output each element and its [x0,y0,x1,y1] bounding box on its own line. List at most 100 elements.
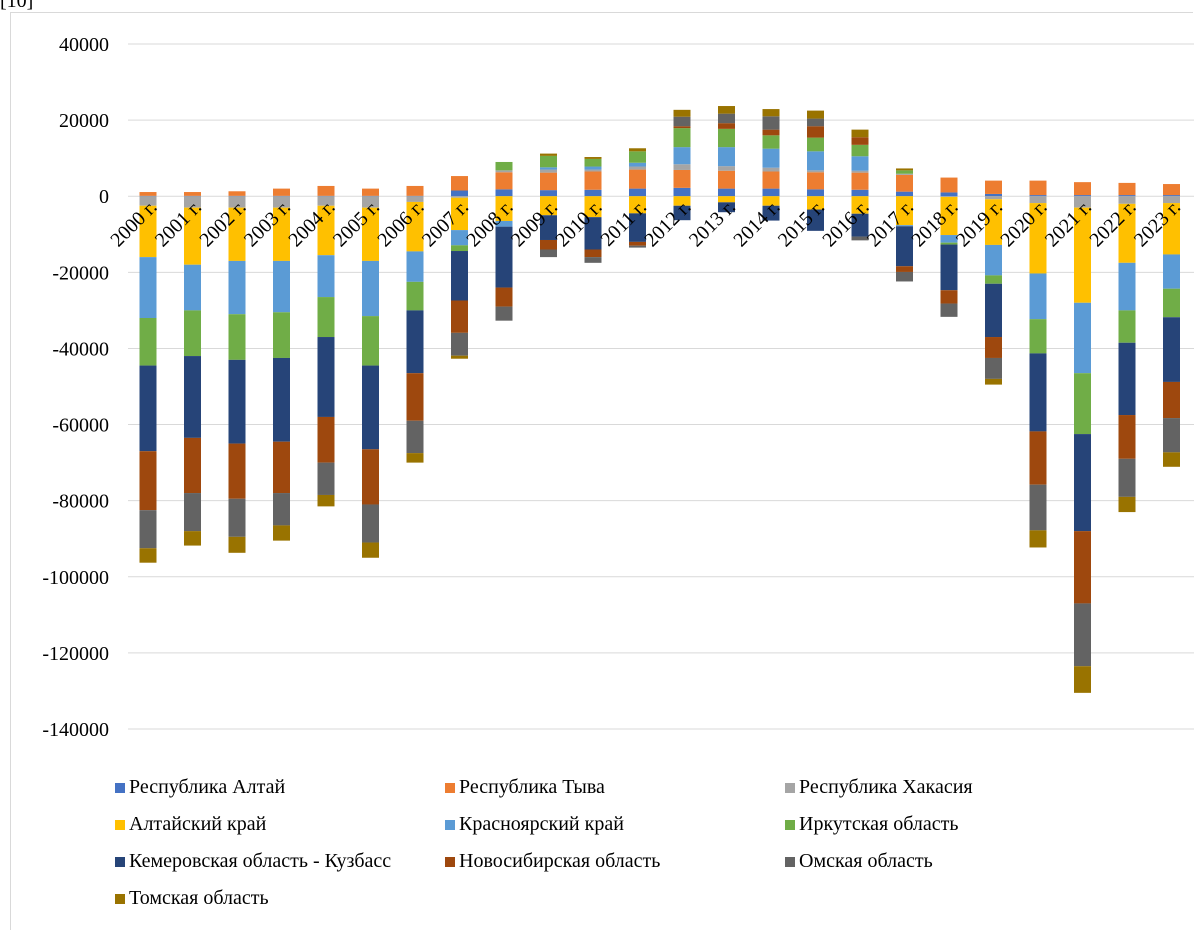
gridlines [128,43,1194,730]
bar-segment [851,129,869,138]
bar-segment [406,420,424,454]
legend-swatch [115,856,125,867]
bar-segment [273,207,290,261]
bar-segment [1118,310,1136,343]
reference-mark: [10] [0,0,34,12]
bar-segment [406,310,424,374]
legend-item: Республика Тыва [445,776,605,799]
bar-segment [139,195,157,197]
stacked-bar-chart: 40000 20000 0 -20000 -40000 -60000 -80000 -1000… [42,34,1194,741]
bar-segment [718,147,735,167]
bar-segment [362,316,379,366]
bar-segment [985,244,1002,276]
bar-segment [451,196,468,198]
legend-label: Красноярский край [459,813,624,835]
y-tick-label: 40000 [59,34,109,56]
bar-segment [1163,452,1180,467]
bar-segment [406,281,424,311]
bar-segment [1029,195,1047,197]
bar-segment [940,244,958,291]
bar-segment [1074,195,1091,197]
bar-segment [362,188,379,196]
bar-segment [584,157,602,159]
bar-segment [317,416,335,463]
bar-segment [940,290,958,304]
bar-segment [762,148,780,168]
bar-segment [139,318,157,366]
bar-segment [495,172,513,190]
bar-segment [718,166,735,171]
bar-segment [1163,184,1180,196]
bar-segment [629,166,646,170]
bar-segment [451,332,468,356]
bar-segment [851,236,869,241]
bar-segment [1074,373,1091,435]
bar-segment [495,220,513,227]
legend-item: Иркутская область [785,813,959,836]
bar-segment [762,205,780,221]
bar-segment [673,187,691,197]
bar-segment [851,170,869,173]
bar-segment [1029,196,1047,204]
bar-segment [673,164,691,170]
bar-segment [807,151,824,171]
bar-segment [940,303,958,317]
bar-segment [362,195,379,197]
bar-segment [495,189,513,197]
y-tick-label: -100000 [42,567,109,589]
bar-segment [985,337,1002,358]
bar-segment [273,357,290,442]
bar-segment [362,542,379,558]
bar-segment [673,205,691,221]
x-tick-label: 2013 г. [685,196,740,251]
bar-segment [317,195,335,197]
bar-segment [1118,203,1136,263]
y-tick-labels: 40000 20000 0 -20000 -40000 -60000 -80000 -1000… [42,34,109,741]
legend-swatch [445,856,455,867]
bar-segment [139,510,157,549]
legend-item: Республика Хакасия [785,776,973,799]
bar-segment [406,453,424,463]
y-tick-label: -20000 [52,262,109,284]
legend-label: Кемеровская область - Кузбасс [129,850,392,872]
bar-segment [228,314,246,360]
legend-item: Кемеровская область - Кузбасс [115,850,391,873]
bar-segment [896,271,913,282]
bar-segment [718,123,735,129]
bar-segment [228,195,246,197]
bar-segment [985,193,1002,197]
bar-segment [273,260,290,313]
bar-segment [896,225,913,227]
bar-segment [228,536,246,553]
bar-segment [540,239,557,250]
bar-segment [139,257,157,318]
bar-segment [762,188,780,197]
legend-label: Омская область [799,850,933,872]
bar-segment [362,365,379,450]
bar-segment [718,196,735,203]
bar-segment [228,207,246,261]
bar-segment [718,170,735,189]
bar-segment [762,135,780,149]
bar-segment [1029,431,1047,485]
bar-segment [985,378,1002,385]
bar-segment [184,493,201,532]
bar-segment [807,172,824,190]
legend-item: Алтайский край [115,813,266,836]
bar-segment [451,230,468,246]
bar-segment [762,116,780,130]
bar-segment [940,196,958,236]
bar-segment [1029,180,1047,196]
bar-segment [851,144,869,157]
bar-segment [540,215,557,240]
bar-segment [273,493,290,526]
bar-segment [584,158,602,167]
bar-segment [406,195,424,197]
bar-segment [406,251,424,282]
bar-segment [1074,196,1091,208]
bar-segment [1074,603,1091,667]
bar-segment [718,106,735,114]
bar-segment [228,359,246,444]
bar-segment [273,441,290,494]
bar-segment [184,310,201,357]
